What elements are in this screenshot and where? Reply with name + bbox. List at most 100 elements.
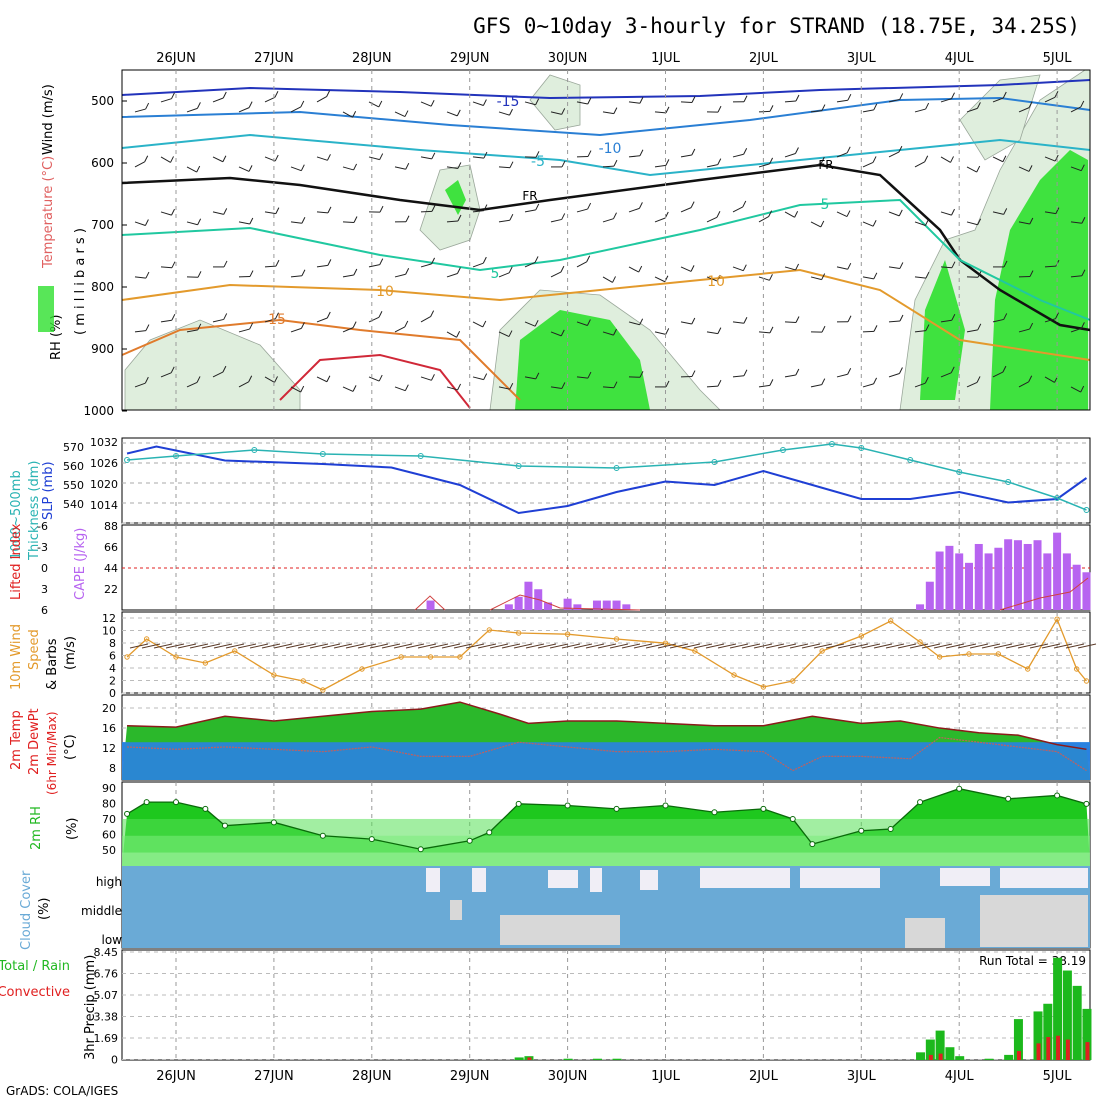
thickness-tick: 550	[63, 479, 84, 492]
footer-credit: GrADS: COLA/IGES	[6, 1084, 118, 1098]
cape-bar	[985, 553, 993, 610]
wind-barb	[421, 211, 432, 212]
high-cloud	[548, 870, 578, 888]
date-label-bottom: 3JUL	[847, 1069, 877, 1084]
isotherm-label: 10	[707, 274, 725, 290]
temp-label-3: (6hr Min/Max)	[45, 712, 59, 796]
run-total: Run Total = 38.19	[979, 954, 1086, 968]
rh-marker	[144, 800, 149, 805]
temp-label-2: 2m DewPt	[27, 708, 42, 775]
wind-label-1: 10m Wind	[9, 624, 24, 690]
cape-bar	[1082, 572, 1090, 610]
rh2m-label: 2m RH	[29, 806, 44, 850]
rh-marker	[203, 806, 208, 811]
freezing-label: FR	[522, 189, 537, 203]
rh-marker	[174, 800, 179, 805]
high-cloud	[700, 868, 790, 888]
rh-tick: 70	[102, 813, 116, 826]
precip-total-bar	[1073, 986, 1082, 1060]
date-label-bottom: 1JUL	[651, 1069, 681, 1084]
wind-barb	[343, 222, 354, 223]
high-cloud	[640, 870, 658, 890]
slp-tick: 1020	[90, 478, 118, 491]
date-label-top: 29JUN	[450, 51, 490, 66]
rh-marker	[516, 801, 521, 806]
cape-bar	[994, 548, 1002, 610]
isotherm-label: -15	[497, 94, 520, 110]
rh-marker	[320, 833, 325, 838]
cape-bar	[1053, 533, 1061, 610]
pressure-tick-label: 900	[91, 342, 114, 356]
date-label-bottom: 4JUL	[945, 1069, 975, 1084]
rh-marker	[790, 816, 795, 821]
pressure-tick-label: 500	[91, 94, 114, 108]
cape-bar	[945, 546, 953, 610]
cape-bar	[524, 582, 532, 610]
wind-tick: 2	[109, 675, 116, 688]
rh-marker	[1084, 801, 1089, 806]
rh-tick: 60	[102, 829, 116, 842]
pressure-tick-label: 800	[91, 280, 114, 294]
precip-label-conv: Convective	[0, 985, 70, 1000]
mid-low-cloud	[905, 918, 945, 948]
isotherm-label: -5	[531, 154, 545, 170]
rh-marker	[418, 847, 423, 852]
high-cloud	[472, 868, 486, 892]
precip-conv-bar	[527, 1057, 531, 1060]
rh-marker	[614, 806, 619, 811]
li-tick: 3	[41, 583, 48, 596]
pressure-axis-label: ( m i l l i b a r s )	[73, 228, 88, 335]
rh-marker	[761, 806, 766, 811]
cape-tick: 22	[104, 583, 118, 596]
date-label-top: 2JUL	[749, 51, 779, 66]
date-label-bottom: 30JUN	[548, 1069, 588, 1084]
precip-conv-bar	[1056, 1036, 1060, 1060]
mid-low-cloud	[980, 895, 1088, 947]
cape-tick: 44	[104, 562, 118, 575]
precip-total-bar	[985, 1059, 994, 1060]
precip-conv-bar	[1085, 1042, 1089, 1060]
wind-axis-label: Wind (m/s)	[41, 84, 56, 155]
precip-conv-bar	[939, 1054, 943, 1060]
precip-total-bar	[593, 1059, 602, 1060]
isotherm-label: 5	[491, 266, 500, 282]
rh-marker	[467, 838, 472, 843]
wind-speed-line	[127, 619, 1086, 690]
cape-bar	[1014, 540, 1022, 610]
date-label-top: 5JUL	[1043, 51, 1073, 66]
high-cloud	[590, 868, 602, 892]
rh-marker	[222, 823, 227, 828]
date-label-top: 27JUN	[254, 51, 294, 66]
wind-label-3: & Barbs	[45, 638, 60, 690]
pressure-tick-label: 700	[91, 218, 114, 232]
mid-low-cloud	[500, 915, 620, 945]
cape-tick: 88	[104, 520, 118, 533]
cloud-tick: low	[102, 933, 123, 947]
temp-label-1: 2m Temp	[9, 710, 24, 770]
cape-bar	[926, 582, 934, 610]
rh-marker	[859, 828, 864, 833]
high-cloud	[800, 868, 880, 888]
rh-tick: 50	[102, 844, 116, 857]
cloud-label-2: (%)	[37, 898, 52, 921]
thickness-tick: 570	[63, 441, 84, 454]
isotherm-label: -10	[599, 141, 622, 157]
thickness-tick: 540	[63, 498, 84, 511]
cape-bar	[975, 544, 983, 610]
rh-marker	[663, 803, 668, 808]
rh2m-unit: (%)	[65, 818, 80, 841]
rh-tick: 90	[102, 782, 116, 795]
cloud-label-1: Cloud Cover	[19, 870, 34, 950]
freezing-label: FR	[818, 158, 833, 172]
wind-label-4: (m/s)	[63, 636, 78, 670]
precip-total-bar	[515, 1057, 524, 1060]
cloud-tick: middle	[81, 904, 122, 918]
date-label-bottom: 26JUN	[156, 1069, 196, 1084]
rh-color-swatch	[38, 286, 54, 332]
high-cloud	[1000, 868, 1088, 888]
cloud-tick: high	[96, 875, 122, 889]
high-cloud	[940, 868, 990, 886]
wind-barb	[759, 111, 770, 112]
